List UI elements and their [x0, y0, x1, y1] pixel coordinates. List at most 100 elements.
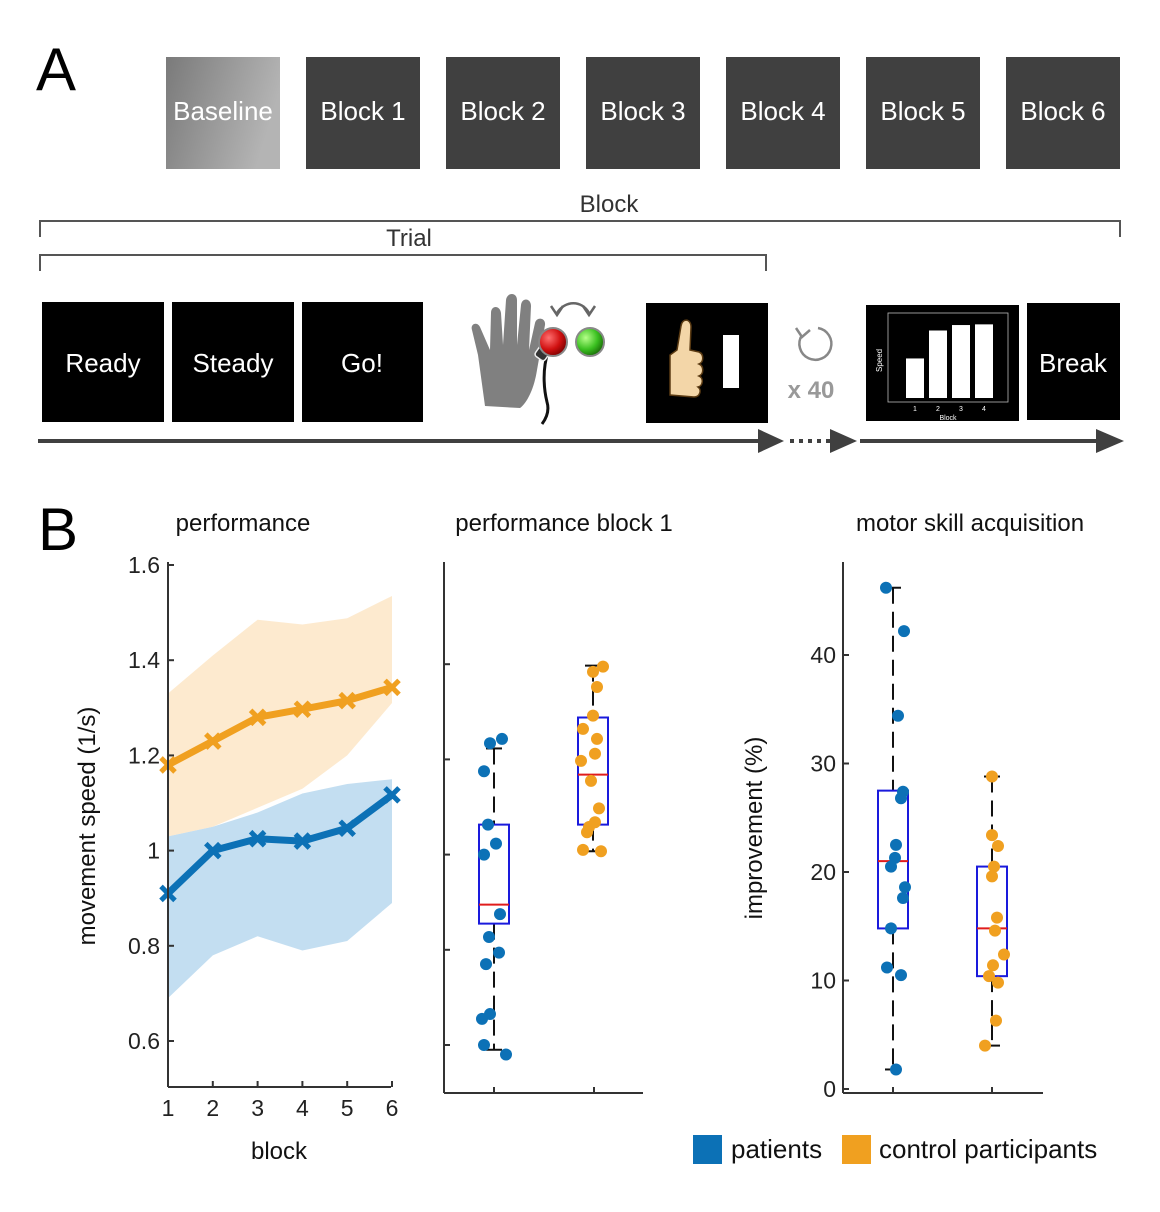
- x-tick-label: 6: [386, 1095, 399, 1121]
- data-point-controls: [983, 970, 995, 983]
- marker-stroke: [338, 691, 356, 710]
- x-tick-label: 2: [206, 1095, 219, 1121]
- chart-3-title: motor skill acquisition: [856, 510, 1084, 537]
- trial-bracket: Trial: [39, 225, 767, 271]
- mini-tick-label: 3: [959, 406, 963, 413]
- data-point-patients: [478, 848, 490, 861]
- break-label: Break: [1039, 348, 1108, 378]
- swap-arrows-icon: [549, 302, 597, 318]
- data-point-patients: [490, 837, 502, 850]
- data-point-controls: [979, 1039, 991, 1052]
- data-point-patients: [478, 765, 490, 778]
- block-sequence: Baseline Block 1 Block 2 Block 3 Block 4…: [166, 57, 1120, 169]
- point-marker-patients: [248, 829, 267, 848]
- y-tick-label: 40: [810, 642, 836, 668]
- thumbs-up-icon: [669, 319, 704, 398]
- mini-bar: [929, 330, 947, 398]
- go-screen: [302, 302, 423, 422]
- steady-label: Steady: [193, 348, 274, 378]
- data-point-controls: [577, 843, 589, 856]
- data-point-patients: [898, 625, 910, 638]
- motor-skill-chart: motor skill acquisition 0 10 20 30 40 improv…: [741, 510, 1084, 1102]
- y-tick-label: 0: [823, 1076, 836, 1102]
- point-marker-patients: [293, 832, 312, 850]
- point-marker-controls: [293, 700, 312, 718]
- point-marker-patients: [338, 819, 356, 837]
- marker-stroke: [248, 829, 267, 848]
- block-6-label: Block 6: [1020, 96, 1105, 126]
- baseline-label: Baseline: [173, 96, 273, 126]
- repeat-label: x 40: [788, 377, 835, 404]
- mini-bar: [952, 325, 970, 398]
- data-point-patients: [478, 1039, 490, 1051]
- data-point-patients: [480, 958, 492, 971]
- y-tick-label: 1.4: [128, 647, 160, 673]
- ready-label: Ready: [65, 348, 140, 378]
- performance-chart: performance 0.6 0.8 1 1.2 1.4 1.6 1 2 3 4 5 6 block…: [74, 510, 401, 1165]
- x-tick-label: 3: [251, 1095, 264, 1121]
- steady-screen: [172, 302, 294, 422]
- mini-bar: [906, 358, 924, 398]
- break-screen: [1027, 303, 1120, 420]
- legend-label-patients: patients: [731, 1134, 822, 1164]
- data-point-controls: [593, 802, 605, 815]
- repeat-icon: [794, 326, 833, 361]
- feedback-bar: [723, 335, 739, 388]
- y-tick-label: 20: [810, 859, 836, 885]
- marker-stroke: [293, 832, 312, 850]
- y-tick-label: 1.2: [128, 742, 160, 768]
- data-point-controls: [992, 839, 1004, 852]
- marker-stroke: [383, 786, 401, 804]
- timeline-arrow: [38, 429, 1124, 453]
- mini-chart-screen: Speed 1 2 3 4 Block: [866, 305, 1019, 422]
- point-marker-controls: [383, 678, 401, 697]
- panel-a-letter: A: [36, 36, 76, 103]
- data-point-patients: [496, 732, 508, 745]
- data-point-controls: [585, 774, 597, 787]
- data-point-patients: [892, 709, 904, 722]
- data-point-patients: [482, 818, 494, 831]
- data-point-controls: [587, 665, 599, 678]
- y-tick-label: 30: [810, 751, 836, 777]
- data-point-controls: [989, 924, 1001, 937]
- baseline-box: [166, 57, 280, 169]
- block-2-box: [446, 57, 560, 169]
- legend: patients control participants: [693, 1134, 1097, 1164]
- data-point-controls: [591, 732, 603, 745]
- point-marker-controls: [338, 691, 356, 710]
- hand-icon: [471, 294, 554, 425]
- data-point-patients: [895, 969, 907, 982]
- data-point-patients: [880, 581, 892, 594]
- block-6-box: [1006, 57, 1120, 169]
- y-tick-label: 0.8: [128, 933, 160, 959]
- y-tick-label: 1.6: [128, 552, 160, 578]
- data-point-patients: [494, 908, 506, 921]
- block-3-box: [586, 57, 700, 169]
- red-button-icon: [538, 327, 568, 357]
- ready-screen: [42, 302, 164, 422]
- panel-b: B performance 0.6 0.8 1 1.2 1.4 1.6 1 2 3 4 5 6 blo…: [38, 496, 1097, 1165]
- mini-chart-xlabel: Block: [939, 415, 957, 422]
- data-point-patients: [881, 961, 893, 974]
- block-4-box: [726, 57, 840, 169]
- block-bracket-label: Block: [580, 191, 640, 218]
- data-point-patients: [885, 922, 897, 935]
- data-point-controls: [988, 860, 1000, 873]
- data-point-controls: [987, 959, 999, 972]
- marker-stroke: [204, 732, 222, 750]
- data-point-patients: [890, 838, 902, 851]
- block-5-label: Block 5: [880, 96, 965, 126]
- y-tick-label: 1: [147, 838, 160, 864]
- performance-block1-chart: performance block 1: [443, 510, 673, 1094]
- y-tick-label: 10: [810, 968, 836, 994]
- panel-b-letter: B: [38, 496, 78, 563]
- block-bracket: Block: [39, 191, 1121, 237]
- mini-bar: [975, 324, 993, 398]
- chart-2-title: performance block 1: [455, 510, 672, 537]
- x-tick-label: 1: [162, 1095, 175, 1121]
- legend-label-controls: control participants: [879, 1134, 1097, 1164]
- legend-swatch-patients: [693, 1135, 722, 1164]
- point-marker-controls: [204, 732, 222, 750]
- marker-stroke: [204, 841, 222, 860]
